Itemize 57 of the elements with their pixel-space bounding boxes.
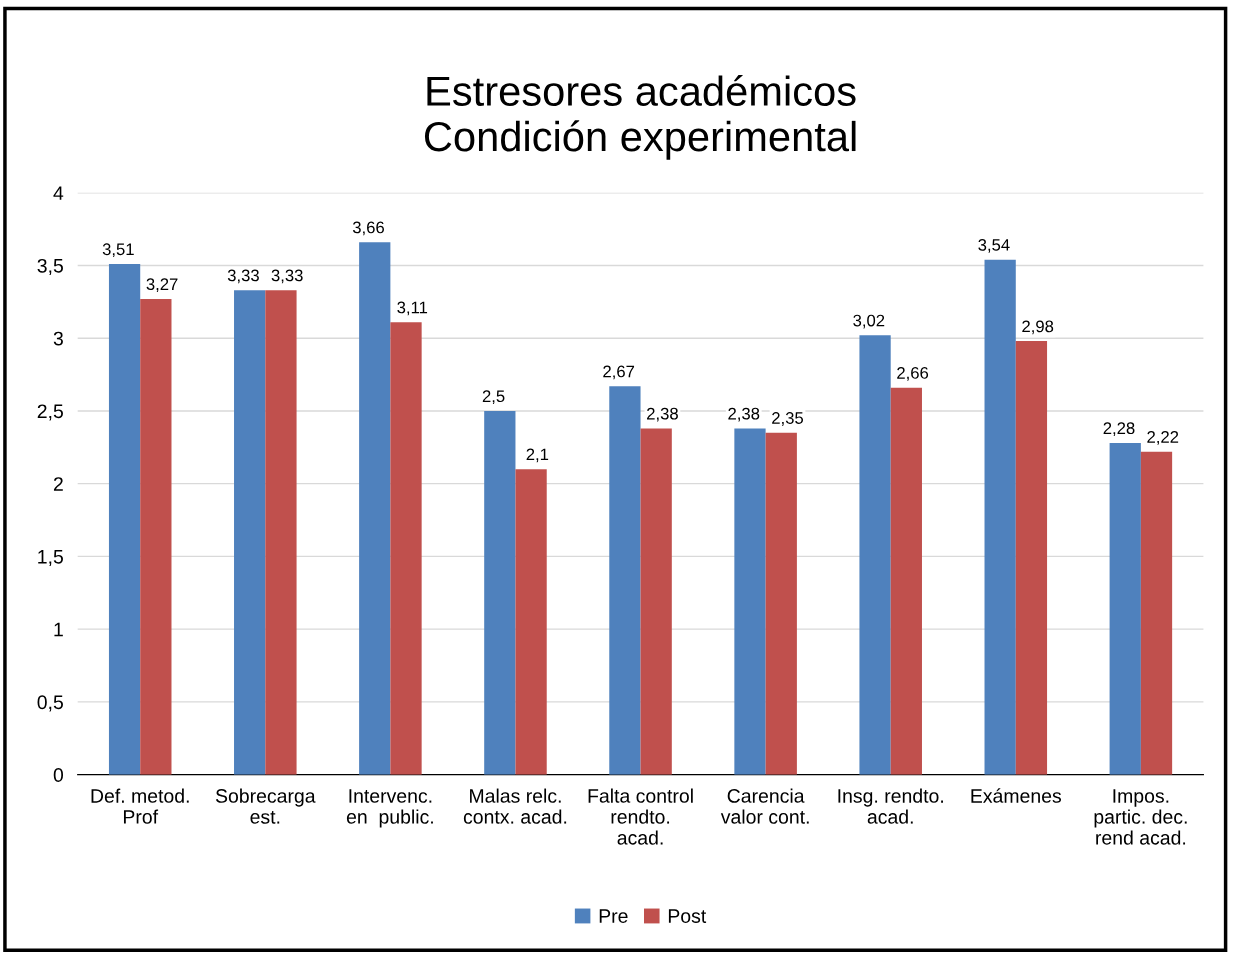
data-label: 2,22	[1147, 431, 1179, 445]
bar	[984, 259, 1016, 775]
y-tick-label: 0,5	[37, 695, 63, 712]
y-tick-label: 3	[53, 331, 63, 346]
x-tick-label: Insg. rendto. acad.	[838, 788, 943, 824]
bar	[234, 290, 266, 775]
data-label: 2,67	[603, 365, 635, 380]
data-label: 2,98	[1022, 320, 1054, 335]
bar	[265, 290, 297, 775]
data-label: 2,5	[482, 390, 505, 405]
data-label: 2,66	[897, 367, 929, 381]
x-tick-label: Falta control rendto. acad.	[588, 788, 693, 845]
data-label: 3,51	[102, 243, 134, 258]
data-label: 2,35	[772, 412, 804, 426]
data-label: 3,33	[271, 269, 303, 284]
data-label: 3,27	[146, 278, 178, 293]
data-label: 3,11	[397, 301, 428, 316]
data-label: 2,1	[526, 448, 549, 463]
bar	[359, 242, 391, 775]
data-label: 2,38	[728, 407, 760, 422]
y-tick-label: 2,5	[37, 404, 63, 421]
x-tick-label: Impos. partic. dec. rend acad.	[1094, 789, 1187, 845]
bar	[108, 264, 141, 775]
y-tick-label: 2	[53, 477, 63, 491]
chart-title: Estresores académicos Condición experimental	[424, 74, 856, 160]
y-tick-label: 4	[53, 186, 64, 200]
bar	[484, 410, 516, 775]
bar	[140, 298, 172, 775]
bar	[859, 335, 891, 775]
bar	[515, 469, 547, 775]
x-tick-label: Exámenes	[971, 788, 1062, 803]
x-tick-label: Def. metod. Prof	[91, 788, 189, 824]
bar	[640, 428, 672, 775]
bar	[1140, 451, 1173, 775]
data-label: 3,54	[978, 238, 1010, 253]
y-tick-label: 1	[54, 622, 63, 637]
data-label: 2,38	[647, 407, 678, 422]
bar	[890, 387, 922, 775]
bar	[609, 386, 641, 775]
bar	[390, 322, 422, 775]
x-tick-label: Malas relc. contx. acad.	[463, 788, 567, 824]
legend-label: Post	[668, 909, 707, 923]
data-label: 3,33	[227, 269, 259, 284]
y-tick-label: 3,5	[37, 258, 63, 275]
bar	[1109, 442, 1141, 775]
bar	[734, 428, 766, 775]
y-tick-label: 1,5	[38, 550, 63, 566]
x-tick-label: Intervenc. en public.	[346, 789, 433, 828]
bar	[1015, 341, 1048, 775]
data-label: 3,66	[352, 221, 384, 236]
bar	[765, 432, 797, 775]
data-label: 2,28	[1103, 422, 1135, 437]
y-tick-label: 0	[53, 768, 64, 782]
x-tick-label: Sobrecarga est.	[215, 788, 316, 824]
legend-label: Pre	[599, 909, 628, 923]
data-label: 3,02	[853, 314, 885, 329]
x-tick-label: Carencia valor cont.	[720, 788, 809, 824]
